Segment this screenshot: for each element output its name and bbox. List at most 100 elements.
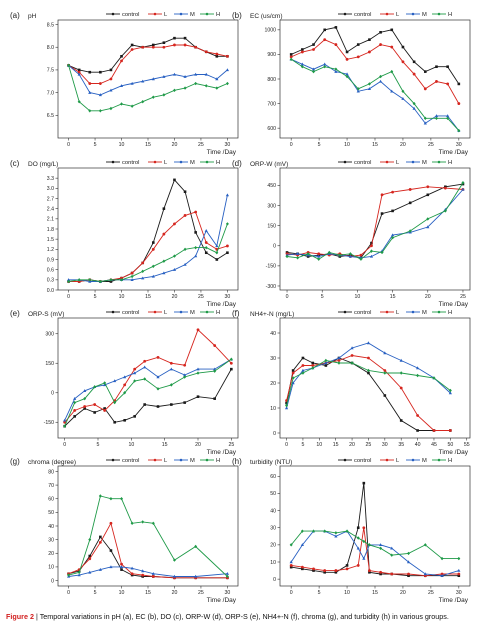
- data-point: [88, 70, 92, 74]
- y-tick-label: 30: [270, 356, 276, 362]
- data-point: [356, 89, 360, 93]
- data-point: [130, 521, 134, 525]
- data-point: [77, 99, 81, 104]
- legend-label-H: H: [448, 310, 452, 316]
- data-point: [412, 101, 416, 106]
- data-point: [323, 28, 327, 32]
- x-tick-label: 5: [97, 442, 100, 448]
- data-point: [334, 531, 338, 535]
- data-point: [350, 361, 354, 365]
- series-line-M: [68, 566, 228, 577]
- data-point: [194, 254, 198, 258]
- data-point: [151, 45, 155, 49]
- data-point: [448, 388, 452, 393]
- data-point: [334, 69, 338, 73]
- data-point: [367, 87, 372, 91]
- data-point: [172, 88, 176, 93]
- data-point: [383, 371, 387, 375]
- data-point: [183, 43, 187, 47]
- data-point: [88, 554, 92, 558]
- data-point: [334, 570, 338, 574]
- y-axis-label: NH4+-N (mg/L): [250, 311, 294, 318]
- data-point: [196, 395, 200, 398]
- y-tick-label: -300: [266, 284, 276, 290]
- data-point: [73, 400, 77, 405]
- data-point: [215, 258, 219, 261]
- legend-marker-H: [205, 12, 209, 16]
- y-axis-label: ORP-S (mV): [28, 311, 64, 318]
- data-point: [348, 252, 352, 256]
- data-point: [345, 74, 349, 79]
- x-tick-label: 55: [464, 442, 470, 448]
- y-tick-label: 0.0: [47, 288, 54, 294]
- series-line-L: [286, 355, 451, 431]
- legend-marker-control: [111, 160, 115, 164]
- data-point: [291, 376, 295, 380]
- data-point: [368, 50, 371, 54]
- data-point: [162, 93, 166, 97]
- data-point: [457, 572, 461, 576]
- x-tick-label: 5: [94, 294, 97, 300]
- data-point: [345, 567, 349, 571]
- y-tick-label: 0: [51, 391, 54, 397]
- data-point: [196, 371, 200, 375]
- data-point: [324, 364, 328, 367]
- data-point: [169, 367, 173, 371]
- data-point: [323, 62, 327, 66]
- legend-label-control: control: [122, 310, 139, 316]
- data-point: [98, 93, 102, 97]
- data-point: [368, 38, 371, 41]
- data-point: [416, 414, 419, 417]
- series-line-L: [286, 186, 464, 257]
- data-point: [170, 403, 173, 406]
- data-point: [289, 560, 293, 564]
- data-point: [141, 79, 145, 83]
- x-tick-label: 0: [286, 294, 289, 300]
- data-point: [204, 84, 208, 88]
- y-tick-label: 0: [273, 244, 276, 250]
- series-line-L: [64, 329, 232, 423]
- data-point: [77, 278, 81, 282]
- data-point: [383, 369, 387, 372]
- panel-label: (c): [10, 159, 20, 168]
- data-point: [151, 77, 155, 81]
- data-point: [109, 68, 113, 72]
- plot-frame: [279, 317, 471, 439]
- data-point: [399, 371, 403, 375]
- data-point: [446, 65, 449, 69]
- data-point: [399, 358, 403, 362]
- data-point: [130, 48, 134, 51]
- data-point: [130, 274, 134, 279]
- data-point: [379, 43, 382, 46]
- data-point: [77, 570, 81, 575]
- series-line-control: [291, 483, 459, 577]
- data-point: [289, 53, 293, 56]
- data-point: [67, 63, 71, 68]
- x-tick-label: 30: [225, 590, 231, 596]
- y-tick-label: 7.5: [47, 68, 54, 74]
- data-point: [109, 521, 113, 525]
- y-tick-label: 1.2: [47, 247, 54, 253]
- data-point: [133, 367, 137, 371]
- series-line-M: [291, 58, 460, 131]
- data-point: [93, 403, 97, 406]
- panel-f: (f) NH4+-N (mg/L) Time /Day 0 5 10 15 20 25 30 35 4…: [232, 309, 471, 456]
- data-point: [300, 565, 304, 569]
- x-tick-label: 10: [344, 590, 350, 596]
- data-point: [312, 569, 315, 572]
- legend-marker-L: [153, 12, 157, 16]
- data-point: [77, 72, 81, 76]
- data-point: [119, 565, 124, 569]
- data-point: [356, 55, 360, 59]
- data-point: [183, 363, 187, 367]
- data-point: [407, 574, 410, 578]
- data-point: [225, 68, 230, 72]
- legend-marker-M: [411, 310, 415, 314]
- data-point: [151, 241, 155, 244]
- data-point: [312, 69, 316, 74]
- y-tick-label: 40: [48, 524, 54, 530]
- data-point: [130, 43, 134, 47]
- legend-marker-control: [343, 310, 347, 314]
- data-point: [83, 405, 87, 408]
- data-point: [93, 411, 96, 414]
